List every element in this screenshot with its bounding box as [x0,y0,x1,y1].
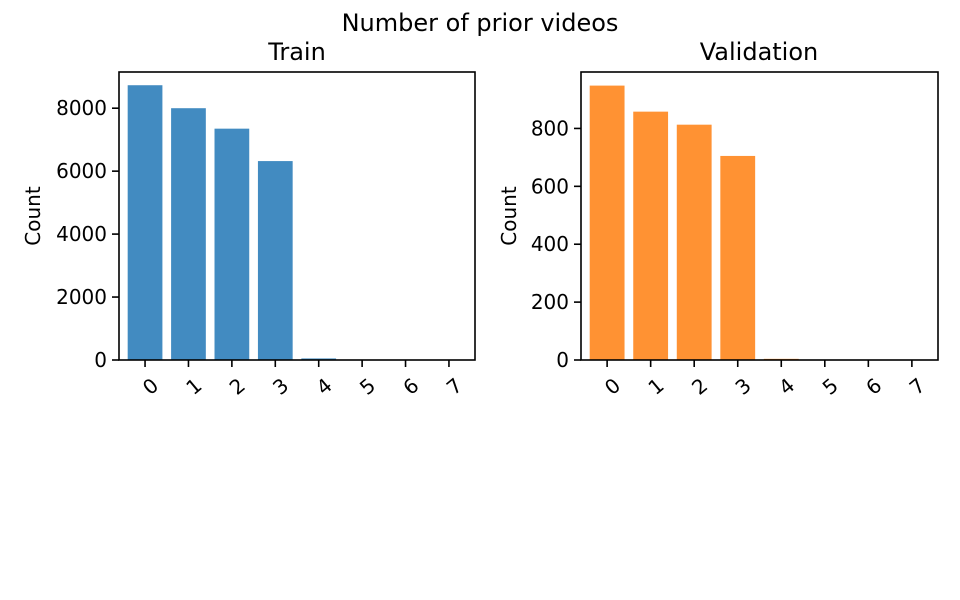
train-y-tick-label-2000: 2000 [56,285,107,309]
train-bars [127,85,467,360]
validation-y-axis: 0 200 400 600 800 [531,116,581,372]
validation-panel-title: Validation [700,38,819,66]
train-panel-title: Train [267,38,326,66]
validation-y-tick-label-200: 200 [531,290,569,314]
train-y-tick-label-8000: 8000 [56,96,107,120]
train-bar-3 [257,161,293,360]
train-y-axis: 0 2000 4000 6000 8000 [56,96,119,372]
train-y-tick-label-6000: 6000 [56,159,107,183]
train-y-tick-label-0: 0 [94,348,107,372]
validation-y-tick-label-600: 600 [531,174,569,198]
train-bar-1 [171,108,206,360]
validation-plot-frame [580,71,939,361]
validation-bar-3 [720,155,756,360]
train-bar-0 [127,85,163,360]
validation-y-axis-label: Count [497,186,521,246]
validation-y-tick-label-800: 800 [531,116,569,140]
validation-bars [589,85,843,361]
train-plot-frame [118,71,476,361]
validation-bar-0 [589,85,625,360]
figure-title: Number of prior videos [342,9,619,37]
train-y-axis-label: Count [21,186,45,246]
validation-y-tick-label-400: 400 [531,232,569,256]
validation-y-tick-label-0: 0 [556,348,569,372]
train-bar-2 [214,128,250,360]
train-y-tick-label-4000: 4000 [56,222,107,246]
validation-bar-1 [633,111,669,361]
validation-bar-2 [676,124,712,361]
